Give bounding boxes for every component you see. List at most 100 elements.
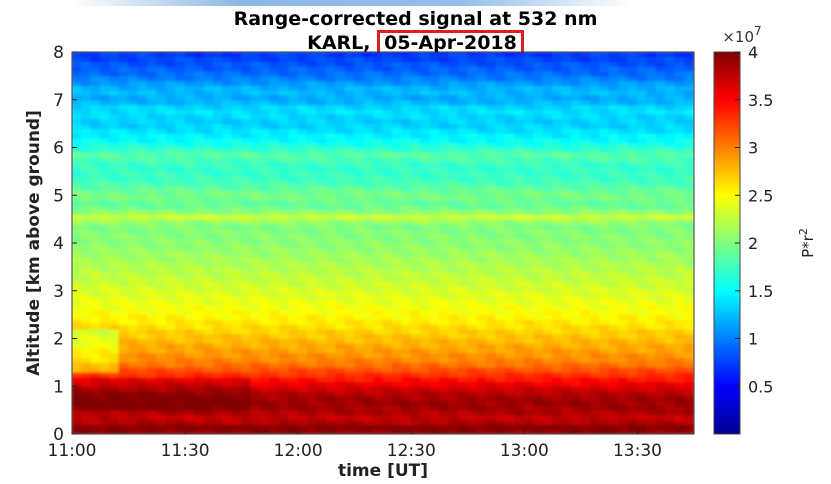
heatmap-cell bbox=[514, 108, 525, 115]
heatmap-cell bbox=[99, 237, 111, 244]
heatmap-cell bbox=[589, 151, 601, 158]
heatmap-cell bbox=[627, 338, 638, 344]
heatmap-cell bbox=[231, 223, 243, 230]
heatmap-cell bbox=[570, 395, 582, 402]
heatmap-cell bbox=[165, 185, 177, 191]
heatmap-cell bbox=[674, 428, 686, 434]
heatmap-cell bbox=[118, 161, 130, 168]
heatmap-cell bbox=[401, 209, 412, 215]
heatmap-cell bbox=[580, 104, 591, 110]
heatmap-cell bbox=[278, 338, 290, 344]
heatmap-cell bbox=[420, 189, 431, 196]
heatmap-cell bbox=[250, 147, 261, 153]
heatmap-cell bbox=[570, 99, 582, 106]
heatmap-cell bbox=[241, 385, 252, 392]
heatmap-cell bbox=[580, 304, 591, 311]
heatmap-cell bbox=[231, 137, 243, 144]
heatmap-cell bbox=[523, 218, 535, 225]
heatmap-cell bbox=[373, 213, 384, 220]
heatmap-cell bbox=[636, 80, 648, 86]
heatmap-cell bbox=[542, 185, 554, 191]
heatmap-cell bbox=[561, 108, 572, 115]
heatmap-cell bbox=[203, 132, 214, 139]
heatmap-cell bbox=[608, 199, 620, 206]
heatmap-cell bbox=[618, 223, 629, 230]
heatmap-cell bbox=[128, 237, 139, 244]
heatmap-cell bbox=[297, 89, 309, 96]
heatmap-cell bbox=[278, 414, 290, 421]
heatmap-cell bbox=[382, 127, 393, 134]
heatmap-cell bbox=[250, 361, 261, 368]
heatmap-cell bbox=[165, 256, 177, 263]
heatmap-cell bbox=[505, 342, 516, 349]
heatmap-cell bbox=[382, 70, 393, 77]
heatmap-cell bbox=[118, 266, 130, 273]
heatmap-cell bbox=[90, 223, 101, 230]
heatmap-cell bbox=[184, 209, 196, 215]
heatmap-cell bbox=[467, 80, 478, 86]
heatmap-cell bbox=[382, 328, 393, 335]
heatmap-cell bbox=[589, 366, 601, 373]
heatmap-cell bbox=[439, 194, 450, 201]
heatmap-cell bbox=[354, 80, 365, 86]
heatmap-cell bbox=[627, 376, 638, 382]
heatmap-cell bbox=[344, 175, 356, 182]
heatmap-cell bbox=[231, 333, 243, 339]
heatmap-cell bbox=[410, 142, 422, 148]
heatmap-cell bbox=[99, 204, 111, 211]
heatmap-cell bbox=[410, 194, 422, 201]
heatmap-cell bbox=[325, 132, 337, 139]
heatmap-cell bbox=[99, 161, 111, 168]
heatmap-cell bbox=[212, 299, 224, 306]
heatmap-cell bbox=[165, 84, 177, 91]
heatmap-cell bbox=[373, 328, 384, 335]
heatmap-cell bbox=[363, 295, 375, 301]
heatmap-cell bbox=[363, 333, 375, 339]
heatmap-cell bbox=[655, 89, 667, 96]
heatmap-cell bbox=[184, 84, 196, 91]
heatmap-cell bbox=[231, 366, 243, 373]
heatmap-cell bbox=[363, 371, 375, 378]
heatmap-cell bbox=[72, 94, 82, 101]
heatmap-field bbox=[72, 52, 694, 434]
heatmap-cell bbox=[665, 376, 676, 382]
heatmap-cell bbox=[674, 118, 686, 125]
heatmap-cell bbox=[674, 328, 686, 335]
heatmap-cell bbox=[344, 161, 356, 168]
heatmap-cell bbox=[307, 357, 318, 363]
heatmap-cell bbox=[382, 213, 393, 220]
heatmap-cell bbox=[608, 285, 620, 292]
heatmap-cell bbox=[599, 299, 610, 306]
heatmap-cell bbox=[109, 390, 120, 397]
heatmap-cell bbox=[552, 237, 563, 244]
heatmap-cell bbox=[344, 137, 356, 144]
heatmap-cell bbox=[627, 104, 638, 110]
heatmap-cell bbox=[344, 232, 356, 239]
heatmap-cell bbox=[212, 70, 224, 77]
heatmap-cell bbox=[570, 180, 582, 187]
heatmap-cell bbox=[505, 409, 516, 416]
heatmap-cell bbox=[561, 151, 572, 158]
heatmap-cell bbox=[335, 385, 346, 392]
heatmap-cell bbox=[439, 357, 450, 363]
heatmap-cell bbox=[194, 400, 205, 406]
heatmap-cell bbox=[382, 352, 393, 359]
heatmap-cell bbox=[90, 342, 101, 349]
heatmap-cell bbox=[288, 142, 299, 148]
heatmap-cell bbox=[269, 223, 280, 230]
heatmap-cell bbox=[316, 309, 327, 316]
heatmap-cell bbox=[184, 371, 196, 378]
heatmap-cell bbox=[665, 395, 676, 402]
heatmap-cell bbox=[137, 347, 148, 354]
heatmap-cell bbox=[457, 189, 469, 196]
heatmap-cell bbox=[278, 352, 290, 359]
heatmap-cell bbox=[476, 175, 488, 182]
heatmap-cell bbox=[184, 309, 196, 316]
heatmap-cell bbox=[684, 180, 694, 187]
heatmap-cell bbox=[542, 414, 554, 421]
heatmap-cell bbox=[175, 309, 186, 316]
heatmap-cell bbox=[222, 223, 233, 230]
heatmap-cell bbox=[335, 123, 346, 129]
heatmap-cell bbox=[514, 366, 525, 373]
heatmap-cell bbox=[269, 170, 280, 177]
